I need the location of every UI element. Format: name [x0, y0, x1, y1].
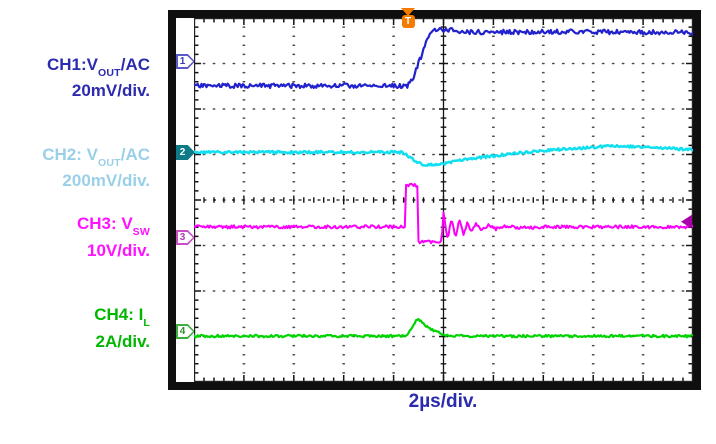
scope-display: 1 2 3 4 [168, 10, 701, 390]
ch4-scale-label: 2A/div. [95, 332, 150, 351]
ch4-zero-marker-icon: 4 [176, 324, 195, 339]
ch2-label: CH2: VOUT/AC [42, 145, 150, 170]
ch1-scale-label: 20mV/div. [71, 81, 150, 100]
ch2-scale-label: 200mV/div. [62, 171, 150, 190]
ch3-zero-marker-icon: 3 [176, 230, 195, 245]
ch3-scale-label: 10V/div. [87, 241, 150, 260]
waveform-plot [194, 18, 693, 382]
trigger-marker: T [401, 8, 415, 28]
ch3-label: CH3: VSW [76, 214, 150, 239]
ch1-zero-marker-icon: 1 [176, 54, 195, 69]
graticule [194, 18, 693, 382]
timebase-label: 2µs/div. [408, 391, 478, 412]
ch4-label: CH4: IL [94, 305, 150, 330]
ch2-zero-marker-icon: 2 [176, 145, 195, 160]
channel-marker-gutter: 1 2 3 4 [176, 18, 195, 382]
ch1-label: CH1:VOUT/AC [46, 55, 150, 80]
trigger-t-icon: T [401, 15, 415, 28]
trigger-arrow-icon [401, 8, 415, 16]
